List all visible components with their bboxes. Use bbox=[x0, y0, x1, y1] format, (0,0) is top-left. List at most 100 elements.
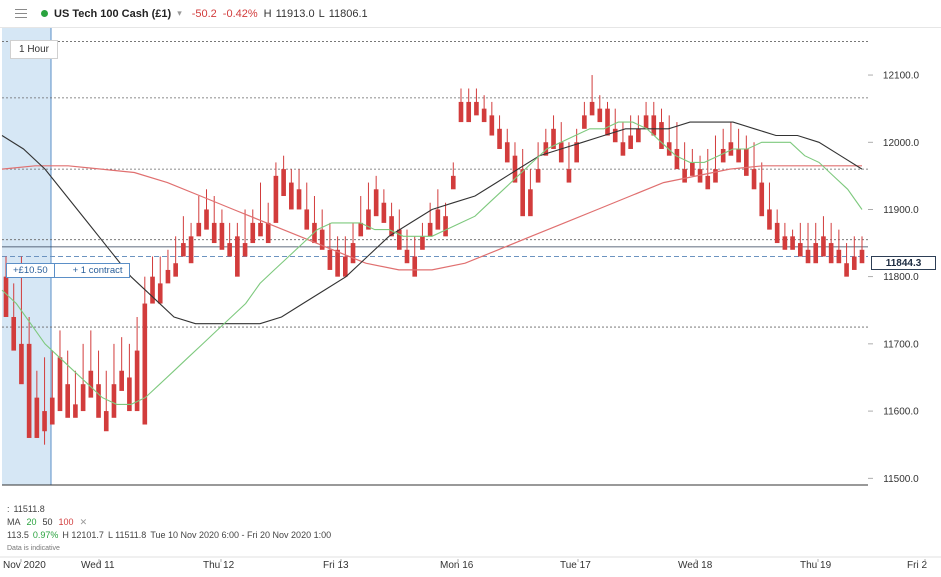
candle-body bbox=[690, 162, 695, 176]
candle-body bbox=[11, 316, 17, 351]
y-tick-label: 11500.0 bbox=[883, 474, 919, 485]
position-marker[interactable]: +£10.50 + 1 contract bbox=[6, 263, 130, 278]
candle-body bbox=[250, 222, 256, 244]
x-tick-label: Thu 12 bbox=[203, 560, 235, 571]
candle-body bbox=[659, 122, 664, 149]
candle-body bbox=[651, 115, 657, 136]
candle-body bbox=[181, 243, 186, 257]
candle-body bbox=[42, 411, 47, 432]
y-tick-label: 12000.0 bbox=[883, 138, 920, 149]
candle-body bbox=[34, 397, 40, 438]
candle-body bbox=[3, 276, 9, 317]
candle-body bbox=[80, 384, 86, 412]
info-high: H 12101.7 bbox=[62, 530, 104, 540]
candle-body bbox=[489, 115, 495, 136]
x-tick-label: Tue 17 bbox=[560, 560, 591, 571]
y-tick-label: 11700.0 bbox=[883, 339, 919, 350]
ma20-label[interactable]: 20 bbox=[26, 517, 37, 527]
y-tick-label: 11800.0 bbox=[883, 272, 919, 283]
candle-body bbox=[173, 263, 178, 277]
current-price-tag: 11844.3 bbox=[871, 256, 936, 270]
candle-body bbox=[343, 256, 348, 277]
candle-body bbox=[481, 108, 487, 123]
candle-body bbox=[512, 155, 518, 183]
ma100-line bbox=[1, 165, 862, 271]
candle-body bbox=[204, 209, 209, 230]
high-value: 11913.0 bbox=[275, 7, 315, 20]
candle-body bbox=[350, 243, 356, 264]
candle-body bbox=[273, 175, 279, 223]
candle-body bbox=[57, 357, 63, 412]
instrument-header: US Tech 100 Cash (£1) ▾ -50.2 -0.42% H 1… bbox=[0, 0, 941, 28]
price-change-pct: -0.42% bbox=[222, 7, 258, 20]
candle-body bbox=[636, 128, 641, 143]
y-tick-label: 11600.0 bbox=[883, 407, 919, 418]
instrument-name[interactable]: US Tech 100 Cash (£1) bbox=[54, 7, 172, 20]
candle-body bbox=[327, 249, 333, 270]
candle-body bbox=[188, 236, 194, 264]
candle-body bbox=[528, 189, 533, 217]
candle-body bbox=[389, 216, 394, 237]
candle-body bbox=[358, 222, 364, 237]
candle-body bbox=[744, 148, 749, 176]
candle-body bbox=[281, 169, 286, 197]
close-icon[interactable]: ✕ bbox=[79, 517, 88, 527]
candle-body bbox=[805, 249, 811, 264]
candle-body bbox=[551, 128, 556, 149]
candle-body bbox=[119, 370, 124, 391]
candle-body bbox=[296, 189, 302, 210]
candle-body bbox=[797, 243, 803, 257]
y-tick-label: 12100.0 bbox=[883, 71, 920, 82]
candle-body bbox=[242, 243, 248, 257]
candle-body bbox=[235, 236, 240, 277]
candle-body bbox=[373, 189, 379, 217]
candle-body bbox=[196, 222, 202, 237]
candle-body bbox=[88, 370, 94, 398]
info-low: L 11511.8 bbox=[107, 530, 147, 540]
menu-icon[interactable] bbox=[15, 8, 29, 19]
candle-body bbox=[828, 243, 834, 264]
candle-body bbox=[289, 182, 294, 210]
crosshair-price: 11511.8 bbox=[13, 504, 45, 514]
candle-body bbox=[543, 142, 549, 156]
candle-body bbox=[335, 249, 340, 277]
candle-body bbox=[396, 229, 402, 250]
candle-body bbox=[319, 229, 325, 250]
info-change-pct: 0.97% bbox=[32, 530, 59, 540]
candle-body bbox=[111, 384, 117, 418]
timeframe-selector[interactable]: 1 Hour bbox=[10, 40, 59, 59]
candle-body bbox=[620, 142, 626, 156]
candle-body bbox=[420, 236, 425, 250]
candle-body bbox=[582, 115, 587, 129]
candle-body bbox=[450, 175, 456, 190]
chart-area[interactable]: 12100.0 12000.0 11900.0 11800.0 11700.0 11600… bbox=[0, 28, 941, 577]
candle-body bbox=[265, 222, 271, 244]
candle-body bbox=[774, 222, 780, 244]
position-size: + 1 contract bbox=[72, 265, 123, 276]
candle-body bbox=[142, 303, 148, 425]
candle-body bbox=[836, 249, 842, 264]
candle-body bbox=[597, 108, 603, 123]
candle-body bbox=[643, 115, 649, 129]
price-chart[interactable]: 12100.0 12000.0 11900.0 11800.0 11700.0 11600… bbox=[0, 28, 941, 577]
candle-body bbox=[813, 243, 819, 264]
candle-body bbox=[558, 142, 564, 163]
candle-body bbox=[566, 169, 572, 183]
candle-body bbox=[304, 209, 310, 230]
candle-body bbox=[73, 404, 78, 418]
candle-body bbox=[103, 411, 109, 432]
candle-body bbox=[49, 397, 55, 425]
candle-body bbox=[497, 128, 502, 149]
ma50-label[interactable]: 50 bbox=[42, 517, 53, 527]
ma100-label[interactable]: 100 bbox=[58, 517, 74, 527]
x-tick-label: Fri 13 bbox=[323, 560, 349, 571]
candle-body bbox=[728, 142, 734, 156]
candle-body bbox=[736, 148, 741, 163]
candle-body bbox=[381, 202, 387, 223]
candle-body bbox=[366, 209, 371, 230]
candle-body bbox=[157, 283, 163, 304]
candle-body bbox=[859, 249, 865, 264]
chevron-down-icon[interactable]: ▾ bbox=[177, 8, 182, 18]
data-disclaimer: Data is indicative bbox=[7, 545, 60, 552]
candle-body bbox=[720, 148, 726, 163]
